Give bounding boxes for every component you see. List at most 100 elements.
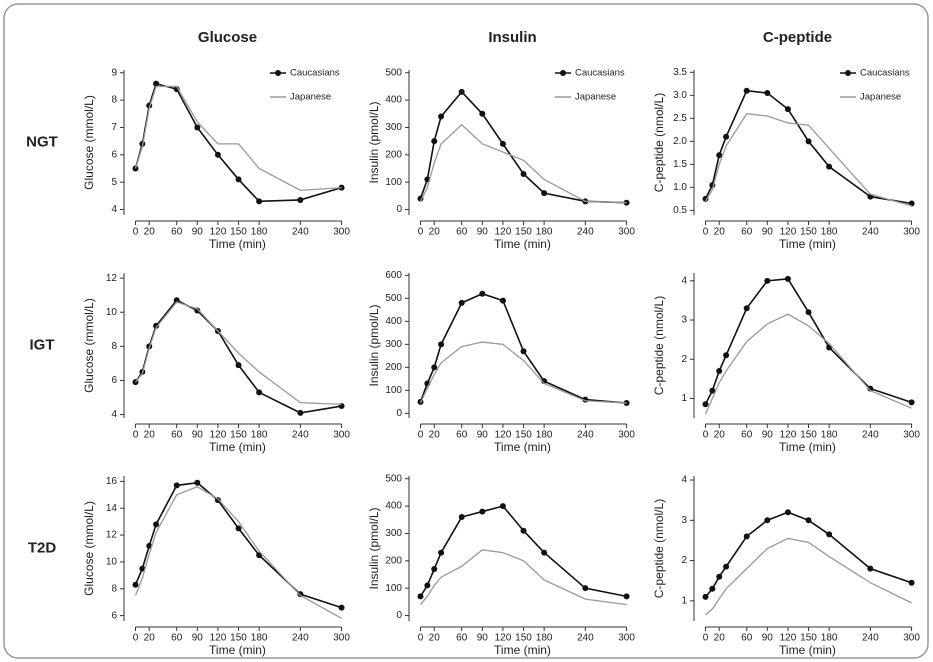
data-point xyxy=(438,549,445,556)
column-title: C-peptide xyxy=(763,29,832,46)
x-tick-label: 150 xyxy=(800,633,817,644)
x-tick-label: 300 xyxy=(618,227,635,238)
x-tick-label: 180 xyxy=(251,227,268,238)
y-tick-label: 8 xyxy=(111,95,117,106)
x-tick-label: 240 xyxy=(862,227,879,238)
x-tick-label: 0 xyxy=(133,227,139,238)
data-point xyxy=(153,80,160,87)
data-point xyxy=(702,401,709,408)
x-tick-label: 150 xyxy=(230,227,247,238)
y-tick-label: 4 xyxy=(681,475,687,486)
y-axis-label: C-peptide (nmol/L) xyxy=(652,93,666,192)
x-tick-label: 90 xyxy=(762,633,774,644)
data-point xyxy=(908,399,915,406)
legend-marker xyxy=(560,70,566,76)
data-point xyxy=(702,593,709,600)
x-tick-label: 0 xyxy=(418,227,424,238)
y-tick-label: 8 xyxy=(111,341,117,352)
x-tick-label: 120 xyxy=(495,227,512,238)
x-tick-label: 60 xyxy=(741,430,753,441)
x-tick-label: 150 xyxy=(800,227,817,238)
y-tick-label: 300 xyxy=(385,339,402,350)
data-point xyxy=(173,86,180,93)
x-tick-label: 20 xyxy=(429,633,441,644)
y-tick-label: 600 xyxy=(385,270,402,281)
data-line xyxy=(134,486,342,619)
y-tick-label: 6 xyxy=(111,375,117,386)
data-line xyxy=(419,549,627,606)
y-tick-label: 5 xyxy=(111,177,117,188)
x-tick-label: 20 xyxy=(144,430,156,441)
x-tick-label: 90 xyxy=(192,227,204,238)
data-point xyxy=(235,525,242,532)
x-tick-label: 240 xyxy=(862,633,879,644)
data-point xyxy=(139,565,146,572)
data-point xyxy=(235,362,242,369)
y-axis-label: Glucose (mmol/L) xyxy=(82,501,96,596)
legend-marker xyxy=(845,70,851,76)
data-point xyxy=(764,517,771,524)
x-tick-label: 20 xyxy=(714,633,726,644)
x-tick-label: 90 xyxy=(762,227,774,238)
y-axis-label: Glucose (mmol/L) xyxy=(82,95,96,190)
y-tick-label: 8 xyxy=(111,583,117,594)
y-tick-label: 16 xyxy=(106,476,118,487)
data-point xyxy=(256,198,263,205)
data-point xyxy=(431,566,438,573)
legend-label: Caucasians xyxy=(860,68,910,79)
x-tick-label: 90 xyxy=(477,430,489,441)
data-point xyxy=(743,533,750,540)
x-tick-label: 300 xyxy=(333,633,350,644)
data-point xyxy=(417,593,424,600)
data-point xyxy=(132,581,139,588)
data-line xyxy=(705,537,912,616)
data-point xyxy=(499,297,506,304)
y-tick-label: 1 xyxy=(681,393,687,404)
data-point xyxy=(194,307,201,314)
y-tick-label: 400 xyxy=(385,501,402,512)
y-tick-label: 300 xyxy=(385,122,402,133)
x-tick-label: 90 xyxy=(477,633,489,644)
x-tick-label: 240 xyxy=(577,633,594,644)
x-tick-label: 60 xyxy=(171,227,183,238)
x-tick-label: 20 xyxy=(144,633,156,644)
data-point xyxy=(723,563,730,570)
row-label: NGT xyxy=(26,133,58,150)
data-point xyxy=(479,110,486,117)
y-tick-label: 9 xyxy=(111,67,117,78)
y-axis-label: Insulin (pmol/L) xyxy=(367,507,381,589)
data-point xyxy=(716,573,723,580)
data-point xyxy=(297,196,304,203)
y-tick-label: 500 xyxy=(385,67,402,78)
x-tick-label: 180 xyxy=(821,633,838,644)
x-tick-label: 0 xyxy=(703,430,709,441)
x-tick-label: 300 xyxy=(618,633,635,644)
x-axis-label: Time (min) xyxy=(209,440,266,454)
x-tick-label: 150 xyxy=(515,430,532,441)
y-tick-label: 300 xyxy=(385,528,402,539)
column-title: Insulin xyxy=(488,29,536,46)
data-point xyxy=(743,87,750,94)
data-point xyxy=(424,582,431,589)
y-tick-label: 14 xyxy=(106,503,118,514)
x-tick-label: 150 xyxy=(230,430,247,441)
x-tick-label: 180 xyxy=(251,430,268,441)
data-point xyxy=(520,348,527,355)
data-point xyxy=(805,517,812,524)
x-axis-label: Time (min) xyxy=(779,643,836,657)
y-tick-label: 2 xyxy=(681,354,687,365)
data-point xyxy=(173,482,180,489)
y-axis-label: Glucose (mmol/L) xyxy=(82,298,96,393)
data-point xyxy=(438,341,445,348)
legend-label: Caucasians xyxy=(575,68,625,79)
x-axis-label: Time (min) xyxy=(494,643,551,657)
data-point xyxy=(458,88,465,95)
data-point xyxy=(458,299,465,306)
frame xyxy=(3,3,929,659)
data-line xyxy=(704,113,912,207)
x-tick-label: 120 xyxy=(780,430,797,441)
data-point xyxy=(235,176,242,183)
x-tick-label: 300 xyxy=(333,227,350,238)
y-tick-label: 12 xyxy=(106,530,118,541)
x-tick-label: 0 xyxy=(418,633,424,644)
